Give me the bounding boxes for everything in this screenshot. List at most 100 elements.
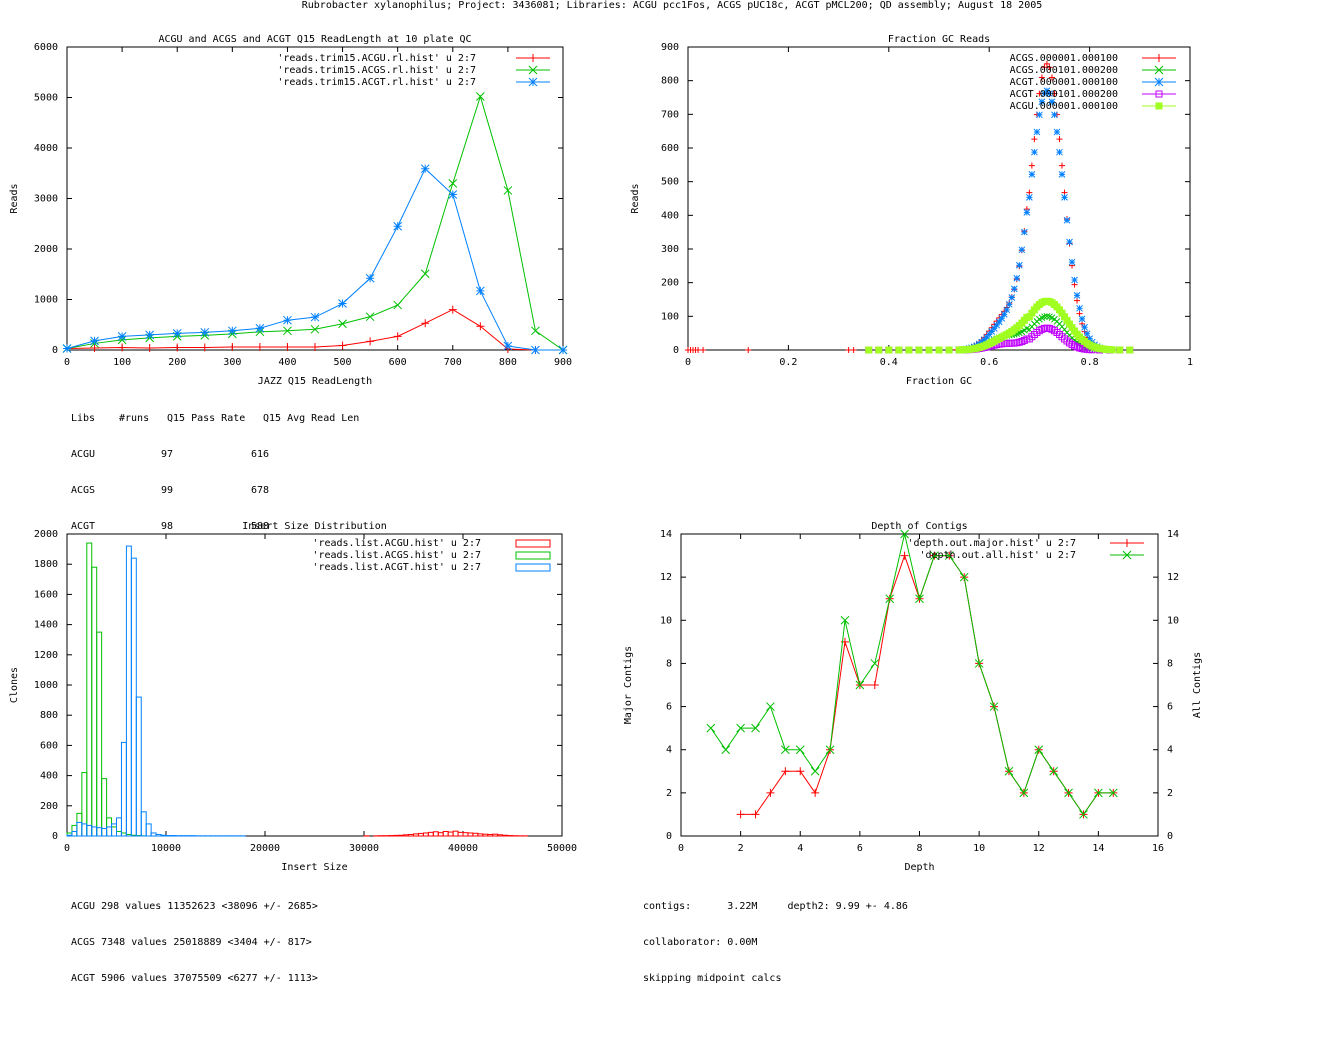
y-tick-label: 1400 <box>34 620 58 631</box>
y-tick-label: 6000 <box>34 42 58 53</box>
data-point <box>1154 65 1164 75</box>
legend-swatch <box>515 551 551 560</box>
chart-title: ACGU and ACGS and ACGT Q15 ReadLength at… <box>158 34 471 45</box>
data-point <box>945 346 953 354</box>
x-axis-label: Fraction GC <box>906 376 972 387</box>
data-point <box>700 347 707 353</box>
data-point <box>1005 300 1013 308</box>
y-tick-label: 0 <box>666 831 672 842</box>
legend-label: ACGT.000001.000100 <box>1010 77 1118 88</box>
histogram-bar <box>86 824 93 837</box>
data-point <box>338 341 347 350</box>
data-point <box>1116 346 1124 354</box>
data-point <box>1063 216 1071 224</box>
x-tick-label: 14 <box>1092 843 1104 854</box>
stats-header-pass-rate: Q15 Pass Rate <box>167 413 246 424</box>
data-point <box>200 327 210 337</box>
data-point <box>528 77 538 87</box>
x-tick-label: 0 <box>685 357 691 368</box>
stats-line: ACGT 5906 values 37075509 <6277 +/- 1113… <box>71 973 318 984</box>
data-point <box>810 766 820 776</box>
y-tick-label: 100 <box>661 311 679 322</box>
y-tick-label: 0 <box>52 831 58 842</box>
stats-line: ACGS 7348 values 25018889 <3404 +/- 817> <box>71 937 312 948</box>
histogram-bar <box>492 833 499 837</box>
data-point <box>1056 136 1063 143</box>
histogram-bar <box>91 826 98 837</box>
data-point <box>1051 111 1058 119</box>
x-tick-label: 0.8 <box>1081 357 1099 368</box>
readlength-stats-table: Libs #runs Q15 Pass Rate Q15 Avg Read Len A… <box>71 389 359 545</box>
histogram-bar <box>135 696 142 837</box>
histogram-bar <box>422 832 429 837</box>
chart-title: Fraction GC Reads <box>888 34 990 45</box>
stats-row-acgs: ACGS 99 678 <box>71 485 359 497</box>
data-point <box>393 332 402 341</box>
stats-cell: 588 <box>251 521 270 532</box>
y-axis-label: Major Contigs <box>623 646 634 724</box>
y-tick-label: 200 <box>40 801 58 812</box>
histogram-bar <box>101 778 108 837</box>
stats-cell: ACGS <box>71 485 96 496</box>
data-point <box>1036 90 1043 97</box>
y2-tick-label: 12 <box>1167 572 1179 583</box>
data-point <box>118 343 127 352</box>
x-tick-label: 16 <box>1152 843 1164 854</box>
data-point <box>1038 98 1046 106</box>
histogram-bar <box>96 631 103 837</box>
x-tick-label: 40000 <box>448 843 478 854</box>
stats-cell: 98 <box>161 521 174 532</box>
histogram-bar <box>462 832 469 837</box>
legend-label: 'depth.out.major.hist' u 2:7 <box>907 538 1076 549</box>
histogram-bar <box>71 824 78 837</box>
data-point <box>338 319 347 329</box>
data-point <box>1019 788 1029 798</box>
stats-line: ACGU 298 values 11352623 <38096 +/- 2685… <box>71 901 318 912</box>
data-point <box>1013 274 1021 282</box>
y-tick-label: 10 <box>660 615 672 626</box>
legend-label: 'reads.trim15.ACGS.rl.hist' u 2:7 <box>277 65 476 76</box>
data-point <box>1038 74 1045 81</box>
stats-cell: ACGU <box>71 449 96 460</box>
legend-label: ACGS.000101.000200 <box>1010 65 1118 76</box>
data-point <box>1086 335 1093 342</box>
y-axis-label: Clones <box>9 667 20 703</box>
histogram-bar <box>71 830 78 837</box>
data-point <box>1003 306 1011 314</box>
series-line <box>66 167 563 351</box>
data-point <box>1122 550 1132 560</box>
data-point <box>850 347 857 353</box>
histogram-bar <box>403 834 410 837</box>
histogram-bar <box>417 832 424 837</box>
data-point <box>865 346 873 354</box>
data-point <box>695 347 702 353</box>
y-axis-label: Reads <box>9 183 20 213</box>
data-point <box>944 551 954 560</box>
x-axis-label: JAZZ Q15 ReadLength <box>258 376 372 387</box>
chart-title: Depth of Contigs <box>871 521 967 532</box>
data-point <box>1061 194 1068 201</box>
data-point <box>1048 98 1056 106</box>
histogram-bar <box>140 811 147 837</box>
data-point <box>1063 316 1071 324</box>
data-point <box>1036 111 1043 119</box>
histogram-bar <box>76 821 83 837</box>
data-point <box>811 788 820 797</box>
histogram-bar <box>160 834 167 837</box>
histogram-bar <box>457 831 464 837</box>
y2-tick-label: 2 <box>1167 788 1173 799</box>
data-point <box>117 332 127 341</box>
histogram-bar <box>116 830 122 837</box>
x-tick-label: 8 <box>916 843 922 854</box>
stats-line: collaborator: 0.00M <box>643 937 758 948</box>
data-point <box>1010 285 1018 293</box>
histogram-bar <box>81 823 88 837</box>
legend-label: 'reads.list.ACGT.hist' u 2:7 <box>312 562 481 573</box>
data-point <box>1108 788 1118 798</box>
insert-size-stats: ACGU 298 values 11352623 <38096 +/- 2685… <box>71 877 318 997</box>
data-point <box>90 336 99 346</box>
histogram-bar <box>116 817 122 837</box>
data-point <box>930 551 939 560</box>
histogram-bar <box>96 827 103 837</box>
